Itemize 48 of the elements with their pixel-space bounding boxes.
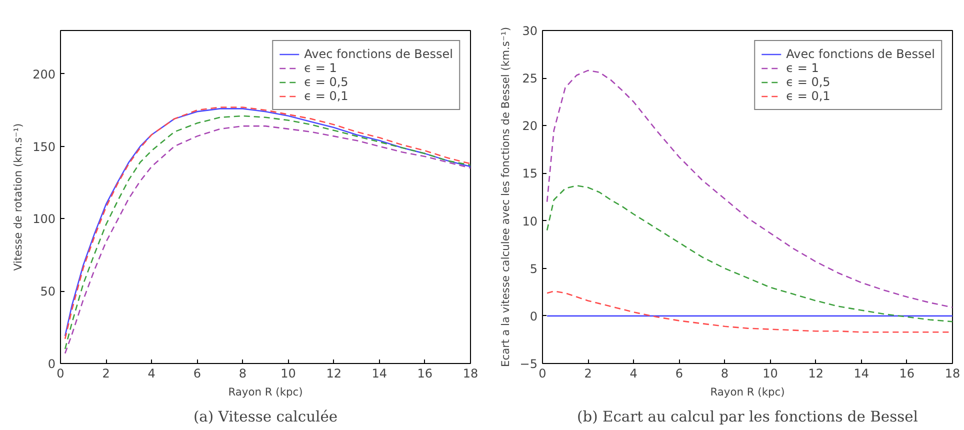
legend-label: ϵ = 0,1 <box>304 89 348 103</box>
x-tick-label: 16 <box>899 366 915 380</box>
y-axis-title: Vitesse de rotation (km.s⁻¹) <box>12 123 25 271</box>
y-tick-label: 25 <box>522 72 538 86</box>
y-tick-label: 150 <box>32 140 56 154</box>
x-tick-label: 12 <box>808 366 824 380</box>
y-tick-label: 50 <box>40 284 56 299</box>
x-tick-label: 8 <box>238 366 247 380</box>
x-tick-label: 8 <box>720 366 729 380</box>
x-tick-label: 2 <box>102 366 110 380</box>
y-tick-label: −5 <box>520 357 538 371</box>
x-tick-label: 2 <box>584 366 592 380</box>
x-tick-label: 6 <box>675 366 683 380</box>
y-axis-title: Ecart a la vitesse calculee avec les fonctions de Bessel (km.s⁻¹) <box>498 27 512 367</box>
y-tick-label: 20 <box>522 119 538 134</box>
y-tick-label: 10 <box>522 214 538 228</box>
x-tick-label: 6 <box>193 366 201 380</box>
x-tick-label: 0 <box>56 366 64 380</box>
x-tick-label: 4 <box>630 366 638 380</box>
y-tick-label: 30 <box>522 24 538 38</box>
x-tick-label: 12 <box>326 366 342 380</box>
y-tick-label: 100 <box>32 212 56 226</box>
y-tick-label: 0 <box>530 309 538 324</box>
legend-label: ϵ = 1 <box>304 61 337 75</box>
text: (a) Vitesse calculée <box>193 408 338 426</box>
x-tick-label: 18 <box>462 366 478 380</box>
text: (b) Ecart au calcul par les fonctions de Bessel <box>577 408 918 426</box>
legend-label: ϵ = 0,5 <box>786 75 830 89</box>
y-tick-label: 15 <box>522 166 538 181</box>
x-tick-label: 4 <box>148 366 156 380</box>
legend-label: ϵ = 0,1 <box>786 89 830 103</box>
x-tick-label: 14 <box>854 366 870 380</box>
x-axis-title: Rayon R (kpc) <box>710 386 785 398</box>
x-tick-label: 18 <box>944 366 960 380</box>
legend-label: ϵ = 0,5 <box>304 75 348 89</box>
x-axis-title: Rayon R (kpc) <box>228 386 303 398</box>
y-tick-label: 200 <box>32 67 56 82</box>
x-tick-label: 10 <box>280 366 296 380</box>
line-series <box>546 184 952 322</box>
y-tick-label: 0 <box>48 357 56 371</box>
y-tick-label: 5 <box>530 262 538 276</box>
legend-label: Avec fonctions de Bessel <box>786 47 935 61</box>
x-tick-label: 0 <box>538 366 546 380</box>
legend-label: ϵ = 1 <box>786 61 819 75</box>
x-tick-label: 10 <box>762 366 778 380</box>
legend-label: Avec fonctions de Bessel <box>304 47 453 61</box>
x-tick-label: 14 <box>372 366 388 380</box>
x-tick-label: 16 <box>417 366 433 380</box>
